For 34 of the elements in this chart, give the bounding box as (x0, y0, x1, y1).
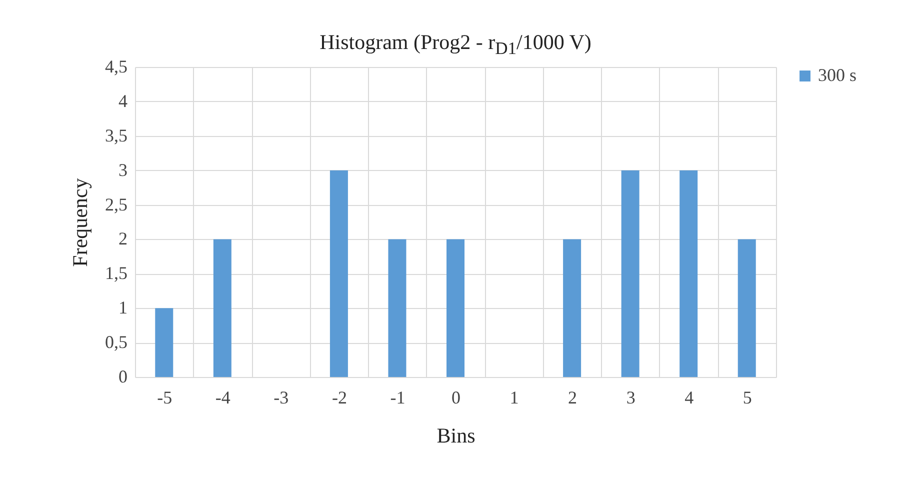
x-tick-label: -4 (215, 388, 230, 408)
bar (330, 170, 348, 377)
x-tick-label: 4 (684, 388, 694, 408)
y-tick-label: 3 (118, 160, 128, 180)
bar (155, 308, 174, 377)
x-tick-label: -3 (274, 388, 289, 408)
y-tick-label: 4 (118, 90, 128, 111)
x-tick-label: 0 (452, 388, 460, 408)
x-axis-title: Bins (436, 424, 476, 448)
y-tick-label: 0 (118, 366, 128, 386)
x-tick-label: -1 (390, 388, 406, 408)
x-tick-label: -5 (157, 388, 172, 408)
y-tick-label: 3,5 (105, 125, 128, 146)
y-tick-label: 2 (118, 228, 128, 249)
y-tick-label: 1 (118, 298, 128, 318)
y-axis-title: Frequency (68, 178, 92, 267)
x-tick-label: -2 (332, 388, 347, 408)
y-tick-label: 4,5 (105, 56, 128, 76)
legend-label: 300 s (818, 65, 857, 85)
bar (446, 239, 464, 377)
bar (388, 239, 406, 377)
x-tick-label: 3 (626, 388, 636, 408)
bar (563, 239, 582, 377)
x-tick-label: 2 (568, 388, 578, 408)
y-tick-label: 1,5 (105, 263, 128, 284)
chart-title: Histogram (Prog2 - r$_{D1}$/1000 V) (318, 30, 592, 60)
bar (738, 239, 756, 377)
bar (621, 170, 640, 377)
x-tick-label: 5 (742, 388, 752, 408)
x-tick-label: 1 (510, 388, 519, 408)
y-tick-label: 0,5 (105, 332, 128, 352)
y-tick-label: 2,5 (105, 194, 128, 214)
bar (680, 170, 698, 377)
bar (213, 239, 232, 377)
